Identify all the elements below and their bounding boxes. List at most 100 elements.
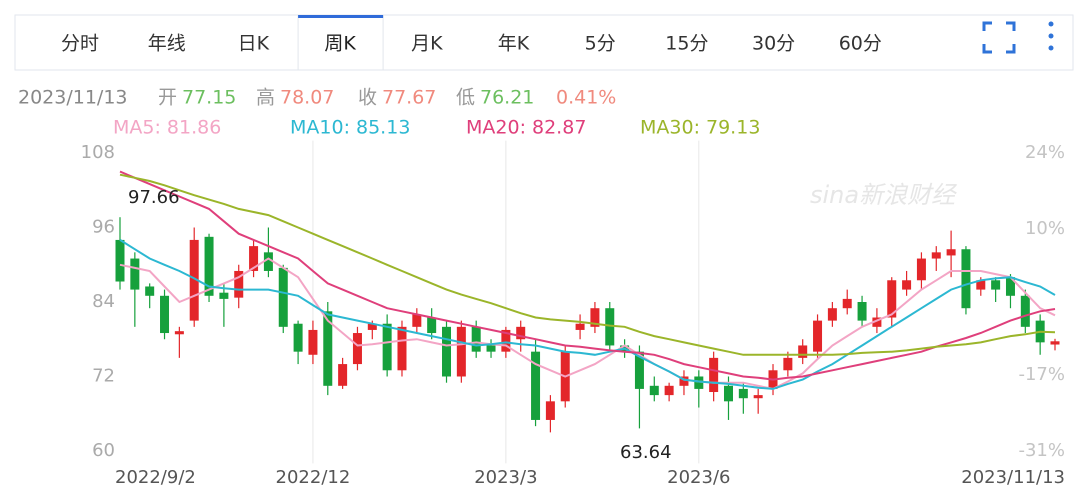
candle-body [130,258,140,290]
low-annotation: 63.64 [620,442,672,463]
tab[interactable]: 15分 [665,33,708,55]
tab[interactable]: 日K [238,33,270,55]
dot[interactable] [1048,45,1054,51]
ma-line [119,170,1056,381]
legend-entry: MA20: 82.87 [466,117,586,139]
candle-body [931,252,941,259]
x-tick-label: 2023/6 [667,467,730,488]
more-icon[interactable] [1048,21,1054,51]
candle-body [798,345,808,358]
dot[interactable] [1048,21,1054,27]
quote-change: 0.41% [556,87,616,109]
dot[interactable] [1048,33,1054,39]
y-tick-label: 108 [81,142,115,163]
candle-body [961,249,971,309]
tab[interactable]: 年线 [148,33,186,55]
candle-body [545,401,555,420]
candle-body [590,308,600,327]
active-tab-indicator [298,15,384,18]
active-tab [297,15,384,71]
quote-label: 开 [158,87,177,109]
tab[interactable]: 月K [411,33,443,55]
candle-body [471,326,481,352]
candle-body [278,267,288,327]
legend-entry: MA5: 81.86 [113,117,221,139]
tab-bar [14,14,1074,71]
candle-body [991,280,1001,290]
candle-body [249,246,259,271]
candle-body [234,270,244,298]
candle-body [738,388,748,399]
tab[interactable]: 30分 [752,33,795,55]
legend-entry: MA10: 85.13 [290,117,410,139]
tab[interactable]: 分时 [61,33,99,55]
candle-body [427,317,437,334]
candle-body [605,308,615,346]
candle-body [842,298,852,309]
candle-body [263,252,273,271]
y2-tick-label: -31% [1018,440,1065,461]
candle-body [293,323,303,352]
y-tick-label: 60 [92,440,115,461]
tab[interactable]: 周K [324,33,356,55]
candle-body [827,308,837,321]
tab[interactable]: 年K [498,33,530,55]
candle-body [115,239,125,282]
x-tick-label: 2022/12 [276,467,351,488]
quote-label: 高 [256,87,275,109]
candle-body [516,326,526,340]
candle-body [649,385,659,396]
fullscreen-icon[interactable] [982,21,1016,54]
candle-body [367,323,377,330]
candle-body [946,249,956,256]
tab[interactable]: 5分 [585,33,616,55]
y-tick-label: 84 [92,291,115,312]
quote-label: 收 [358,87,377,109]
candle-body [783,357,793,371]
ma-line [119,257,1056,390]
candle-body [486,345,496,352]
candle-body [308,329,318,355]
candle-body [145,286,155,296]
candle-body [575,323,585,330]
quote-value: 78.07 [280,87,334,109]
x-tick-label: 2023/3 [474,467,537,488]
candle-body [338,364,348,386]
candle-body [456,326,466,377]
watermark: sina新浪财经 [810,181,958,209]
candle-body [160,295,170,334]
candle-body [813,320,823,352]
candle-body [664,385,674,396]
candle-body [753,395,763,399]
candle-body [1050,341,1060,345]
candle-body [174,331,184,335]
candle-body [916,258,926,281]
fullscreen-glyph[interactable] [982,21,1016,54]
candle-body [902,280,912,290]
candle-body [723,385,733,402]
x-tick-label: 2023/11/13 [961,467,1065,488]
ma-line [119,173,1056,356]
legend-entry: MA30: 79.13 [640,117,760,139]
candle-body [412,314,422,327]
candle-body [679,376,689,386]
candle-body [397,326,407,371]
quote-value: 76.21 [480,87,534,109]
y2-tick-label: 24% [1025,142,1065,163]
candle-body [204,236,214,296]
tab[interactable]: 60分 [839,33,882,55]
candle-body [323,311,333,386]
y-tick-label: 72 [92,365,115,386]
ma-line [119,239,1056,390]
candle-body [531,351,541,420]
candle-body [694,376,704,389]
candle-body [976,280,986,290]
candle-body [887,280,897,318]
candle-body [501,329,511,352]
candle-body [442,326,452,377]
candle-body [219,292,229,299]
candle-body [634,351,644,389]
high-annotation: 97.66 [128,187,180,208]
candle-body [709,357,719,393]
